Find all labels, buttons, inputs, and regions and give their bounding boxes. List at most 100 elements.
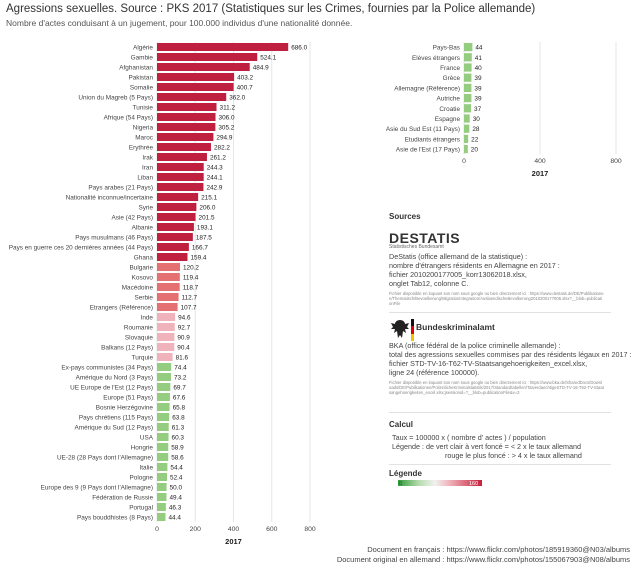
category-label: Bulgarie — [130, 265, 154, 272]
category-label: Amérique du Nord (3 Pays) — [76, 375, 153, 382]
bar — [157, 53, 258, 61]
category-label: Bosnie Herzégovine — [96, 405, 154, 412]
value-label: 187.5 — [196, 235, 212, 242]
bar — [157, 373, 171, 381]
bar — [157, 183, 204, 191]
destatis-line: onglet Tab12, colonne C. — [389, 279, 469, 288]
bka-logo-text: Bundeskriminalamt — [416, 322, 495, 332]
category-label: Iran — [142, 165, 153, 172]
bar — [464, 83, 472, 92]
category-label: Asie de l'Est (17 Pays) — [396, 147, 460, 154]
value-label: 118.7 — [183, 285, 199, 292]
value-label: 484.9 — [253, 65, 269, 72]
value-label: 311.2 — [220, 105, 236, 112]
calcul-legend-rule-2: rouge le plus foncé : > 4 x le taux alle… — [445, 451, 582, 460]
bar — [464, 114, 470, 123]
category-label: Erythrée — [129, 145, 154, 152]
value-label: 39 — [474, 96, 482, 103]
reference-bar-chart: 0 400 800 Pays-Bas 44 Elèves étrangers 41 Franc… — [386, 42, 622, 178]
category-label: Elèves étrangers — [412, 55, 460, 62]
footer-link-french[interactable]: Document en français : https://www.flick… — [367, 545, 630, 554]
bar — [464, 63, 472, 72]
bar — [157, 283, 180, 291]
bar — [157, 123, 216, 131]
bar — [157, 143, 211, 151]
bar — [157, 133, 214, 141]
bar — [157, 223, 194, 231]
value-label: 206.0 — [199, 205, 215, 212]
bar — [157, 213, 196, 221]
value-label: 65.8 — [173, 405, 186, 412]
x-axis-label: 2017 — [225, 537, 242, 546]
value-label: 686.0 — [291, 45, 307, 52]
bar — [157, 433, 169, 441]
bka-description: BKA (office fédéral de la police crimine… — [389, 341, 632, 377]
category-label: Slovaquie — [125, 335, 154, 342]
value-label: 294.9 — [216, 135, 232, 142]
bar — [157, 203, 197, 211]
value-label: 40 — [475, 65, 483, 72]
value-label: 81.6 — [176, 355, 189, 362]
category-label: Autriche — [437, 96, 461, 103]
german-eagle-icon — [391, 320, 409, 338]
value-label: 201.5 — [199, 215, 215, 222]
bka-link-note[interactable]: Fichier disponible en loquant son nom so… — [389, 380, 604, 395]
value-label: 22 — [471, 136, 479, 143]
destatis-description: DeStatis (office allemand de la statisti… — [389, 252, 560, 288]
value-label: 74.4 — [174, 365, 187, 372]
calcul-heading: Calcul — [389, 420, 414, 429]
value-label: 403.2 — [237, 75, 253, 82]
bar — [157, 443, 169, 451]
bar — [157, 193, 199, 201]
category-label: UE-28 (28 Pays dont l'Allemagne) — [57, 455, 153, 462]
category-label: Pays-Bas — [433, 45, 460, 52]
category-label: Europe (51 Pays) — [103, 395, 153, 402]
bar — [157, 333, 175, 341]
category-label: Tunisie — [133, 105, 154, 112]
value-label: 92.7 — [178, 325, 191, 332]
bka-line: total des agressions sexuelles commises … — [389, 350, 632, 359]
bar — [464, 124, 470, 133]
value-label: 244.1 — [207, 175, 223, 182]
category-label: Balkans (12 Pays) — [101, 345, 153, 352]
bar — [157, 343, 175, 351]
bka-line: ligne 24 (référence 100000). — [389, 368, 480, 377]
category-label: Albanie — [132, 225, 154, 232]
value-label: 90.4 — [177, 345, 190, 352]
value-label: 67.6 — [173, 395, 186, 402]
category-label: Pays bouddhistes (8 Pays) — [77, 515, 153, 522]
category-label: Grèce — [443, 75, 461, 82]
category-label: Pays en guerre ces 20 dernières années (… — [9, 245, 153, 252]
bar — [157, 363, 172, 371]
bar — [157, 103, 217, 111]
bar — [157, 93, 227, 101]
category-label: Croatie — [439, 106, 460, 113]
value-label: 44 — [475, 45, 483, 52]
category-label: Europe des 9 (9 Pays dont l'Allemagne) — [41, 485, 153, 492]
bar — [157, 163, 204, 171]
bar — [157, 73, 235, 81]
value-label: 112.7 — [182, 295, 198, 302]
category-label: Pays musulmans (46 Pays) — [75, 235, 153, 242]
value-label: 63.8 — [172, 415, 185, 422]
bar — [157, 463, 168, 471]
value-label: 282.2 — [214, 145, 230, 152]
bar — [157, 323, 175, 331]
category-label: Macédoine — [122, 285, 154, 292]
value-label: 120.2 — [183, 265, 199, 272]
value-label: 362.0 — [229, 95, 245, 102]
calcul-formula: Taux = 100000 x ( nombre d' actes ) / po… — [392, 433, 546, 442]
legend-heading: Légende — [389, 469, 422, 478]
category-label: Gambie — [131, 55, 154, 62]
x-tick-label: 400 — [228, 526, 240, 533]
value-label: 41 — [475, 55, 483, 62]
bka-line: fichier STD-TV-16-T62-TV-Staatsangehoeri… — [389, 359, 588, 368]
destatis-link-note[interactable]: Fichier disponible en loquant son nom so… — [389, 291, 604, 306]
bar — [157, 153, 207, 161]
footer-link-german[interactable]: Document original en allemand : https://… — [336, 555, 630, 564]
bar — [464, 145, 468, 154]
x-axis-label: 2017 — [532, 169, 549, 178]
value-label: 193.1 — [197, 225, 213, 232]
category-label: Liban — [137, 175, 153, 182]
value-label: 524.1 — [260, 55, 276, 62]
